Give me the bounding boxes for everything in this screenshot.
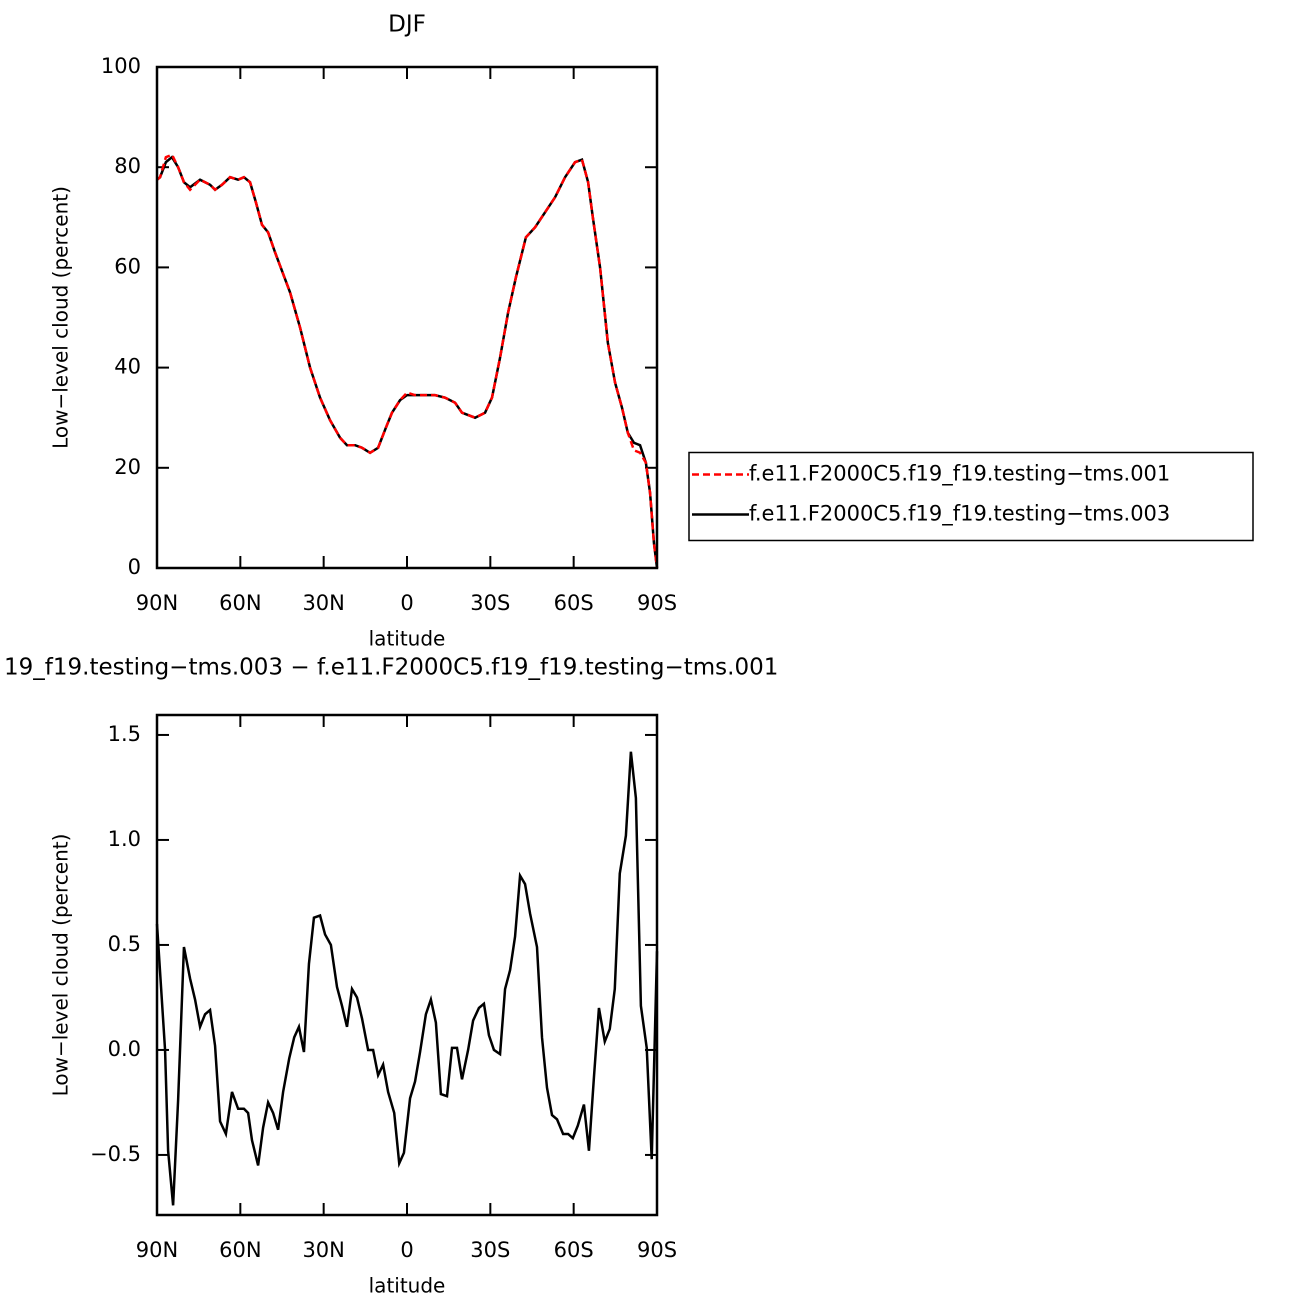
- data-line: [155, 751, 659, 1206]
- x-tick-label: 90N: [136, 591, 178, 615]
- y-axis-title: Low−level cloud (percent): [49, 834, 73, 1097]
- x-tick-label: 60N: [219, 1238, 261, 1262]
- chart-title: DJF: [388, 12, 426, 38]
- chart-title: 19_f19.testing−tms.003 − f.e11.F2000C5.f…: [4, 655, 778, 681]
- y-tick-label: 20: [114, 455, 141, 479]
- legend-label: f.e11.F2000C5.f19_f19.testing−tms.001: [749, 462, 1170, 487]
- x-tick-label: 0: [400, 1238, 413, 1262]
- x-tick-label: 30N: [302, 1238, 344, 1262]
- x-tick-label: 30N: [302, 591, 344, 615]
- x-tick-label: 90S: [637, 591, 677, 615]
- plot-frame: [155, 65, 659, 570]
- y-tick-label: 100: [101, 54, 141, 78]
- y-tick-label: −0.5: [90, 1142, 141, 1166]
- legend-label: f.e11.F2000C5.f19_f19.testing−tms.003: [749, 502, 1170, 527]
- data-line: [156, 155, 659, 569]
- x-axis-title: latitude: [369, 1274, 446, 1298]
- x-axis-title: latitude: [369, 627, 446, 651]
- y-tick-label: 0.5: [108, 932, 141, 956]
- plot-frame: [155, 713, 659, 1217]
- legend-box: [688, 451, 1254, 542]
- x-tick-label: 60S: [554, 591, 594, 615]
- y-tick-label: 60: [114, 254, 141, 278]
- y-tick-label: 0: [128, 555, 141, 579]
- x-tick-label: 60N: [219, 591, 261, 615]
- y-tick-label: 0.0: [108, 1037, 141, 1061]
- y-tick-label: 40: [114, 355, 141, 379]
- x-tick-label: 30S: [470, 591, 510, 615]
- x-tick-label: 90S: [637, 1238, 677, 1262]
- x-tick-label: 60S: [554, 1238, 594, 1262]
- x-tick-label: 0: [400, 591, 413, 615]
- x-tick-label: 90N: [136, 1238, 178, 1262]
- data-line: [156, 153, 659, 569]
- y-tick-label: 80: [114, 154, 141, 178]
- y-tick-label: 1.0: [108, 827, 141, 851]
- x-tick-label: 30S: [470, 1238, 510, 1262]
- y-tick-label: 1.5: [108, 722, 141, 746]
- y-axis-title: Low−level cloud (percent): [49, 186, 73, 449]
